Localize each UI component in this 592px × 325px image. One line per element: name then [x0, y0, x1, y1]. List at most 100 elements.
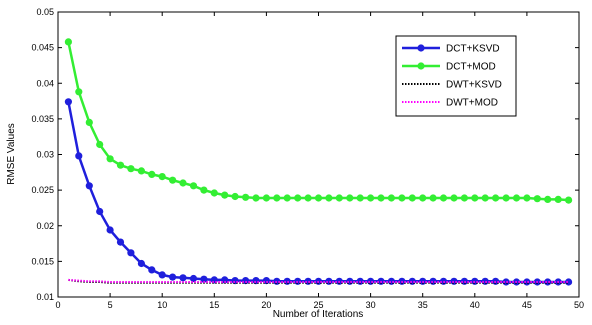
data-point [127, 249, 135, 257]
data-point [137, 259, 145, 268]
data-point [169, 176, 177, 184]
data-point [64, 38, 72, 46]
data-point [367, 194, 375, 202]
data-point [231, 192, 239, 201]
y-tick-label: 0.03 [36, 150, 54, 160]
data-point [512, 194, 521, 202]
data-point [367, 277, 375, 285]
legend-box [395, 35, 517, 117]
data-point [96, 207, 104, 216]
x-axis: 0 5 10 15 20 25 30 35 40 45 50 [55, 12, 584, 310]
x-tick-label: 40 [470, 300, 480, 310]
legend-marker [417, 44, 425, 52]
data-point [200, 275, 208, 283]
legend: DCT+KSVD DCT+MOD DWT+KSVD DWT+MOD [395, 35, 517, 117]
data-point [387, 194, 395, 202]
data-point [387, 277, 395, 285]
data-point [565, 196, 573, 204]
y-tick-label: 0.035 [31, 114, 54, 124]
data-point [148, 170, 156, 178]
data-point [137, 167, 145, 175]
legend-label: DCT+MOD [446, 62, 496, 73]
data-point [377, 194, 385, 202]
data-point [75, 88, 83, 96]
data-point [335, 194, 343, 202]
data-point [262, 194, 270, 202]
data-point [283, 194, 291, 202]
data-point [116, 238, 125, 246]
data-point [158, 173, 166, 181]
data-point [252, 194, 260, 202]
data-point [523, 194, 531, 202]
data-point [450, 194, 458, 202]
data-point [356, 194, 364, 202]
y-tick-label: 0.02 [36, 221, 54, 231]
data-point [148, 266, 156, 274]
data-point [169, 273, 177, 281]
y-axis-title: RMSE Values [6, 123, 17, 185]
data-point [429, 194, 437, 202]
x-tick-label: 45 [522, 300, 532, 310]
data-point [221, 276, 229, 284]
data-point [544, 278, 552, 286]
data-point [346, 194, 354, 202]
data-point [242, 193, 250, 201]
data-point [554, 195, 562, 203]
data-point [158, 271, 166, 279]
data-point [200, 186, 208, 194]
series-line-dwt-mod [68, 278, 569, 283]
data-point [75, 152, 83, 160]
data-point [533, 195, 541, 203]
x-tick-label: 10 [157, 300, 167, 310]
x-tick-label: 15 [209, 300, 219, 310]
legend-label: DCT+KSVD [446, 44, 500, 55]
y-tick-label: 0.015 [31, 256, 54, 266]
legend-label: DWT+MOD [446, 98, 498, 109]
y-tick-label: 0.05 [36, 7, 54, 17]
legend-label: DWT+KSVD [446, 80, 502, 91]
data-point [116, 161, 125, 169]
data-point [294, 194, 302, 202]
x-tick-label: 20 [261, 300, 271, 310]
data-point [314, 194, 323, 202]
data-point [273, 194, 281, 202]
y-tick-label: 0.025 [31, 185, 54, 195]
series-layer [64, 38, 573, 286]
data-point [85, 182, 93, 190]
data-point [221, 191, 229, 199]
data-point [106, 226, 114, 234]
x-axis-title: Number of Iterations [273, 309, 364, 320]
x-tick-label: 0 [55, 300, 60, 310]
y-tick-label: 0.01 [36, 292, 54, 302]
data-point [189, 182, 198, 190]
data-point [179, 274, 187, 282]
data-point [346, 277, 354, 285]
data-point [492, 194, 500, 202]
x-tick-label: 50 [574, 300, 584, 310]
data-point [565, 278, 573, 286]
x-tick-label: 5 [108, 300, 113, 310]
data-point [304, 194, 312, 202]
data-point [179, 179, 187, 187]
data-point [85, 118, 93, 126]
legend-marker [417, 62, 425, 70]
data-point [96, 140, 104, 149]
data-point [544, 195, 552, 203]
y-tick-label: 0.04 [36, 78, 54, 88]
data-point [189, 274, 198, 283]
data-point [471, 194, 479, 202]
data-point [408, 194, 416, 202]
x-tick-label: 25 [313, 300, 323, 310]
x-tick-label: 35 [418, 300, 428, 310]
y-tick-label: 0.045 [31, 43, 54, 53]
data-point [460, 194, 468, 202]
data-point [502, 194, 510, 202]
data-point [325, 194, 333, 202]
y-axis: 0.01 0.015 0.02 0.025 0.03 0.035 0.04 0.045 0.05 [31, 7, 579, 302]
data-point [127, 165, 135, 173]
data-point [419, 194, 427, 202]
data-point [481, 194, 489, 202]
data-point [106, 155, 114, 163]
